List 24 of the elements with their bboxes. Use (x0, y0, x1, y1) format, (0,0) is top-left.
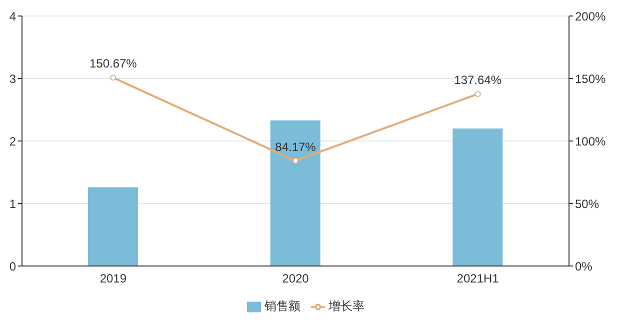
point (110, 74, 116, 81)
data-label: 150.67% (89, 56, 138, 71)
y-tick-label: 2 (9, 134, 16, 148)
y-tick-label: 4 (9, 9, 16, 24)
x-tick-label: 2021H1 (456, 272, 500, 286)
legend-label: 增长率 (328, 299, 364, 313)
bar (88, 187, 138, 266)
data-label: 137.64% (454, 72, 502, 87)
y-tick-label: 0 (9, 259, 16, 274)
point (474, 90, 481, 97)
y2-tick-label: 50% (575, 196, 600, 211)
data-label: 84.17% (275, 140, 316, 154)
y2-tick-label: 100% (575, 134, 606, 148)
y-tick-label: 3 (9, 72, 16, 86)
legend-label: 销售额 (264, 299, 300, 313)
y-tick-label: 1 (9, 196, 16, 211)
y2-tick-label: 200% (575, 9, 606, 24)
bar (270, 120, 320, 266)
bar (452, 128, 503, 266)
x-tick-label: 2020 (282, 272, 310, 286)
x-tick-label: 2019 (100, 272, 127, 286)
point (292, 158, 298, 164)
y2-tick-label: 0% (575, 259, 593, 274)
y2-tick-label: 150% (575, 72, 606, 86)
